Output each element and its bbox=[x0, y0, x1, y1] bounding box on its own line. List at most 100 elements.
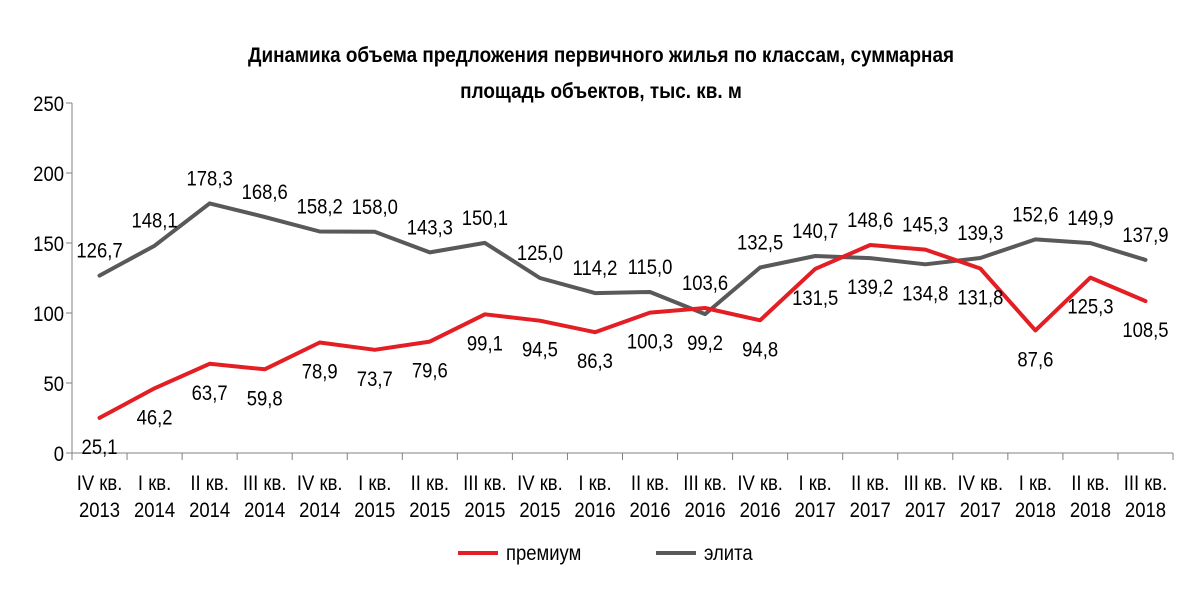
data-label-group: 87,6 bbox=[1017, 348, 1053, 371]
x-tick-label-year: 2014 bbox=[134, 499, 175, 522]
x-tick-label-quarter-group: I кв. bbox=[138, 472, 171, 495]
data-label-group: 148,6 bbox=[847, 209, 893, 232]
x-tick-label-year: 2017 bbox=[795, 499, 836, 522]
x-tick-label-year: 2017 bbox=[850, 499, 891, 522]
data-label-group: 125,0 bbox=[517, 242, 563, 265]
x-tick-label-quarter: III кв. bbox=[243, 472, 287, 495]
data-label: 114,2 bbox=[573, 257, 618, 280]
data-label: 99,2 bbox=[687, 332, 723, 355]
data-label: 131,5 bbox=[792, 287, 838, 310]
x-tick-label-quarter-group: III кв. bbox=[463, 472, 507, 495]
data-label-group: 137,9 bbox=[1122, 224, 1168, 247]
y-tick-label-group: 200 bbox=[33, 163, 64, 186]
x-tick-label-quarter: II кв. bbox=[631, 472, 669, 495]
data-label-group: 100,3 bbox=[627, 331, 673, 354]
x-tick-label-year-group: 2015 bbox=[464, 499, 505, 522]
data-label: 168,6 bbox=[242, 181, 288, 204]
x-tick-label-year: 2016 bbox=[740, 499, 781, 522]
data-label: 87,6 bbox=[1017, 348, 1053, 371]
data-label: 152,6 bbox=[1012, 203, 1058, 226]
data-label-group: 139,2 bbox=[847, 276, 893, 299]
x-tick-label-year: 2014 bbox=[189, 499, 230, 522]
x-tick-label-quarter: IV кв. bbox=[737, 472, 783, 495]
x-tick-label-year: 2016 bbox=[574, 499, 615, 522]
x-tick-label-year: 2015 bbox=[464, 499, 505, 522]
y-tick-label-group: 150 bbox=[33, 233, 64, 256]
x-tick-label-year-group: 2014 bbox=[134, 499, 175, 522]
x-tick-label-quarter-group: III кв. bbox=[904, 472, 948, 495]
data-label: 158,2 bbox=[297, 195, 343, 218]
data-label-group: 46,2 bbox=[137, 406, 173, 429]
x-tick-label-quarter-group: I кв. bbox=[799, 472, 832, 495]
data-label: 140,7 bbox=[792, 220, 838, 243]
legend-label: элита bbox=[704, 542, 753, 565]
x-tick-label-year-group: 2018 bbox=[1125, 499, 1166, 522]
x-tick-label-year: 2018 bbox=[1015, 499, 1056, 522]
data-label: 150,1 bbox=[462, 207, 508, 230]
x-tick-label-quarter-group: I кв. bbox=[358, 472, 391, 495]
x-tick-label-quarter-group: II кв. bbox=[411, 472, 449, 495]
data-label-group: 158,0 bbox=[352, 196, 398, 219]
data-label: 126,7 bbox=[76, 240, 122, 263]
legend-label-group: премиум bbox=[506, 542, 581, 565]
x-tick-label-quarter-group: I кв. bbox=[578, 472, 611, 495]
data-label-group: 86,3 bbox=[577, 350, 613, 373]
x-tick-label-year-group: 2014 bbox=[299, 499, 340, 522]
data-label-group: 99,2 bbox=[687, 332, 723, 355]
data-label: 100,3 bbox=[627, 331, 673, 354]
data-label-group: 63,7 bbox=[192, 382, 228, 405]
x-tick-label-year-group: 2013 bbox=[79, 499, 120, 522]
data-label: 78,9 bbox=[302, 360, 338, 383]
data-label-group: 94,5 bbox=[522, 339, 558, 362]
data-label-group: 140,7 bbox=[792, 220, 838, 243]
x-tick-label-quarter: IV кв. bbox=[297, 472, 343, 495]
data-label: 143,3 bbox=[407, 216, 453, 239]
y-tick-label-group: 100 bbox=[33, 303, 64, 326]
data-label-group: 99,1 bbox=[467, 332, 503, 355]
x-tick-label-quarter-group: III кв. bbox=[1124, 472, 1168, 495]
x-tick-label-quarter: II кв. bbox=[851, 472, 889, 495]
x-tick-label-year-group: 2016 bbox=[740, 499, 781, 522]
data-label: 148,6 bbox=[847, 209, 893, 232]
data-label: 63,7 bbox=[192, 382, 228, 405]
data-label-group: 178,3 bbox=[187, 167, 233, 190]
data-label-group: 25,1 bbox=[82, 436, 118, 459]
data-label: 94,5 bbox=[522, 339, 558, 362]
data-label: 134,8 bbox=[902, 282, 948, 305]
data-label-group: 79,6 bbox=[412, 360, 448, 383]
data-label-group: 108,5 bbox=[1122, 319, 1168, 342]
data-label: 94,8 bbox=[742, 338, 778, 361]
data-label-group: 59,8 bbox=[247, 387, 283, 410]
data-label-group: 158,2 bbox=[297, 195, 343, 218]
x-tick-label-quarter: I кв. bbox=[138, 472, 171, 495]
x-tick-label-year-group: 2017 bbox=[905, 499, 946, 522]
data-label: 115,0 bbox=[628, 256, 673, 279]
x-tick-label-year-group: 2016 bbox=[574, 499, 615, 522]
data-label: 139,3 bbox=[957, 222, 1003, 245]
x-tick-label-year-group: 2016 bbox=[629, 499, 670, 522]
x-tick-label-quarter-group: III кв. bbox=[243, 472, 287, 495]
x-tick-label-quarter: IV кв. bbox=[77, 472, 123, 495]
x-tick-label-year-group: 2015 bbox=[519, 499, 560, 522]
x-tick-label-quarter: III кв. bbox=[463, 472, 507, 495]
x-tick-label-year-group: 2015 bbox=[354, 499, 395, 522]
x-tick-label-quarter: IV кв. bbox=[517, 472, 563, 495]
y-tick-label-group: 250 bbox=[33, 93, 64, 116]
data-label-group: 131,8 bbox=[957, 286, 1003, 309]
data-label-group: 125,3 bbox=[1067, 296, 1113, 319]
x-tick-label-year-group: 2014 bbox=[189, 499, 230, 522]
x-tick-label-year: 2015 bbox=[354, 499, 395, 522]
x-tick-label-year: 2014 bbox=[244, 499, 285, 522]
x-tick-label-quarter-group: II кв. bbox=[631, 472, 669, 495]
data-label-group: 143,3 bbox=[407, 216, 453, 239]
x-tick-label-quarter: II кв. bbox=[411, 472, 449, 495]
y-tick-label: 0 bbox=[54, 443, 64, 466]
data-label: 125,0 bbox=[517, 242, 563, 265]
x-tick-label-year-group: 2014 bbox=[244, 499, 285, 522]
data-label-group: 168,6 bbox=[242, 181, 288, 204]
data-label: 139,2 bbox=[847, 276, 893, 299]
data-label-group: 139,3 bbox=[957, 222, 1003, 245]
x-tick-label-quarter-group: II кв. bbox=[190, 472, 228, 495]
x-tick-label-quarter-group: I кв. bbox=[1019, 472, 1052, 495]
x-tick-label-quarter: IV кв. bbox=[958, 472, 1004, 495]
